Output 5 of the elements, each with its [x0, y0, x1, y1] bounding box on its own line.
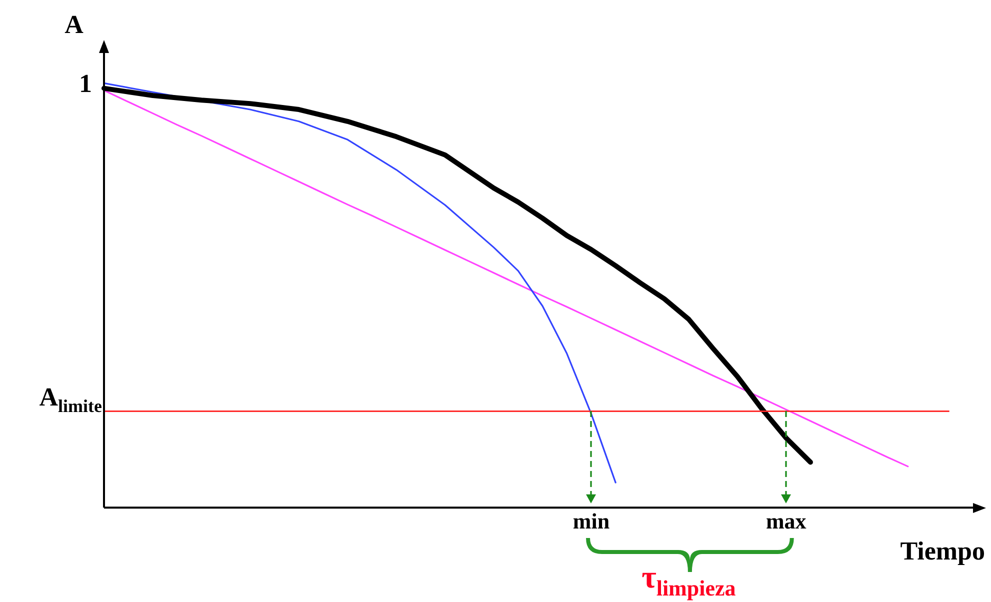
text: 1 — [79, 69, 92, 98]
y-axis-title: A — [64, 10, 84, 39]
x-tick-label: max — [766, 508, 806, 534]
x-axis-title: Tiempo — [900, 536, 986, 566]
x-tick-label: min — [572, 508, 610, 534]
